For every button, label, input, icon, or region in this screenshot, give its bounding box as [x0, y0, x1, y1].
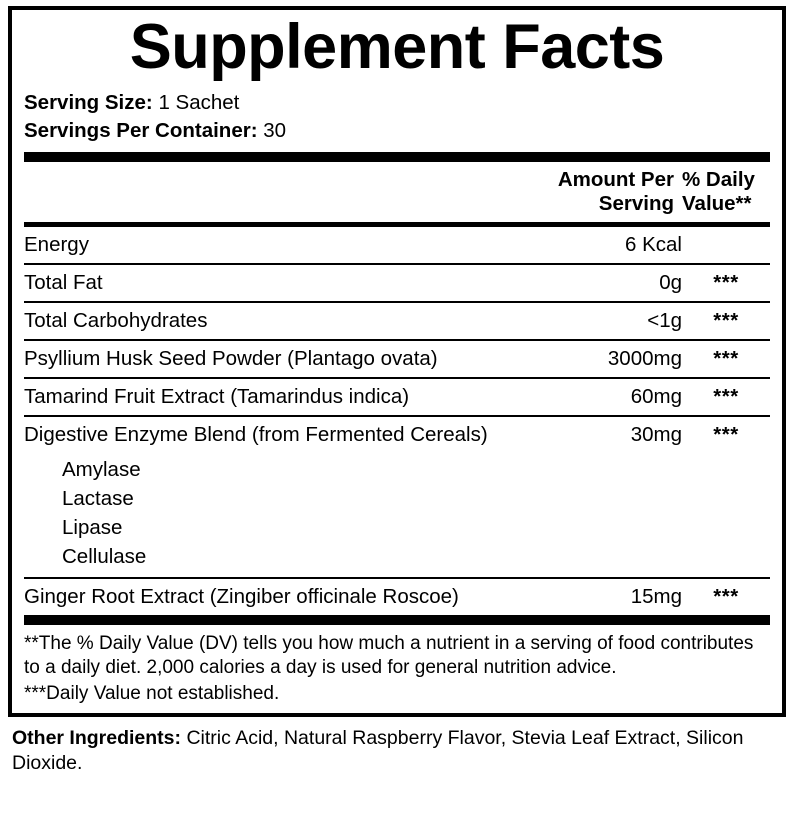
- nutrient-daily-value: ***: [713, 270, 739, 294]
- servings-per-container-line: Servings Per Container: 30: [24, 117, 770, 145]
- nutrient-amount: <1g: [647, 308, 682, 332]
- nutrient-name: Ginger Root Extract (Zingiber officinale…: [24, 585, 459, 609]
- table-row: Total Fat 0g ***: [24, 265, 770, 301]
- nutrient-amount: 60mg: [630, 384, 682, 408]
- nutrient-name: Total Carbohydrates: [24, 308, 208, 332]
- table-row: Tamarind Fruit Extract (Tamarindus indic…: [24, 379, 770, 415]
- serving-size-line: Serving Size: 1 Sachet: [24, 89, 770, 117]
- nutrient-daily-value: ***: [713, 346, 739, 370]
- nutrient-daily-value: ***: [713, 422, 739, 446]
- nutrient-amount: 0g: [659, 270, 682, 294]
- nutrient-amount: 15mg: [630, 585, 682, 609]
- other-ingredients-value: Citric Acid, Natural Raspberry Flavor, S…: [12, 727, 744, 775]
- divider-thick-top: [24, 151, 770, 162]
- footnote-dv-not-established: ***Daily Value not established.: [24, 683, 280, 705]
- serving-size-label: Serving Size:: [24, 91, 153, 114]
- divider-medium-under-headers: [24, 221, 770, 227]
- divider-thick-bottom: [24, 615, 770, 626]
- nutrient-name: Digestive Enzyme Blend (from Fermented C…: [24, 422, 488, 446]
- table-row: Energy 6 Kcal: [24, 227, 770, 263]
- list-item: Amylase: [62, 457, 141, 481]
- other-ingredients-label: Other Ingredients:: [12, 727, 182, 750]
- footnotes: **The % Daily Value (DV) tells you how m…: [24, 625, 770, 713]
- table-row: Digestive Enzyme Blend (from Fermented C…: [24, 417, 770, 453]
- nutrient-name: Tamarind Fruit Extract (Tamarindus indic…: [24, 384, 410, 408]
- sub-ingredient-list: Amylase Lactase Lipase Cellulase: [24, 453, 770, 577]
- list-item: Lipase: [62, 516, 123, 540]
- nutrient-daily-value: ***: [713, 308, 739, 332]
- table-row: Psyllium Husk Seed Powder (Plantago ovat…: [24, 341, 770, 377]
- divider-thin: [24, 376, 770, 379]
- supplement-facts-panel: Supplement Facts Serving Size: 1 Sachet …: [8, 6, 786, 718]
- table-row: Total Carbohydrates <1g ***: [24, 303, 770, 339]
- divider-thin: [24, 262, 770, 265]
- nutrient-amount: 6 Kcal: [625, 232, 682, 256]
- servings-per-container-value: 30: [257, 118, 287, 142]
- table-row: Ginger Root Extract (Zingiber officinale…: [24, 579, 770, 615]
- serving-info: Serving Size: 1 Sachet Servings Per Cont…: [24, 89, 770, 145]
- divider-thin: [24, 338, 770, 341]
- nutrient-amount: 30mg: [630, 422, 682, 446]
- nutrient-amount: 3000mg: [607, 346, 682, 370]
- nutrient-daily-value: ***: [713, 384, 739, 408]
- other-ingredients: Other Ingredients: Citric Acid, Natural …: [8, 717, 786, 776]
- divider-thin: [24, 577, 770, 580]
- nutrient-name: Total Fat: [24, 270, 103, 294]
- servings-per-container-label: Servings Per Container:: [24, 118, 258, 142]
- nutrient-name: Psyllium Husk Seed Powder (Plantago ovat…: [24, 346, 438, 370]
- list-item: Lactase: [62, 487, 134, 511]
- list-item: Cellulase: [62, 545, 147, 569]
- nutrient-daily-value: ***: [713, 585, 739, 609]
- column-header-amount-per-serving: Amount Per Serving: [557, 167, 674, 216]
- serving-size-value: 1 Sachet: [152, 91, 240, 114]
- page-title: Supplement Facts: [129, 12, 665, 82]
- nutrient-name: Energy: [24, 232, 89, 256]
- column-headers: Amount Per Serving % Daily Value**: [24, 162, 770, 222]
- divider-thin: [24, 414, 770, 417]
- column-header-daily-value: % Daily Value**: [682, 167, 755, 216]
- footnote-daily-value-explanation: **The % Daily Value (DV) tells you how m…: [24, 633, 754, 678]
- divider-thin: [24, 300, 770, 303]
